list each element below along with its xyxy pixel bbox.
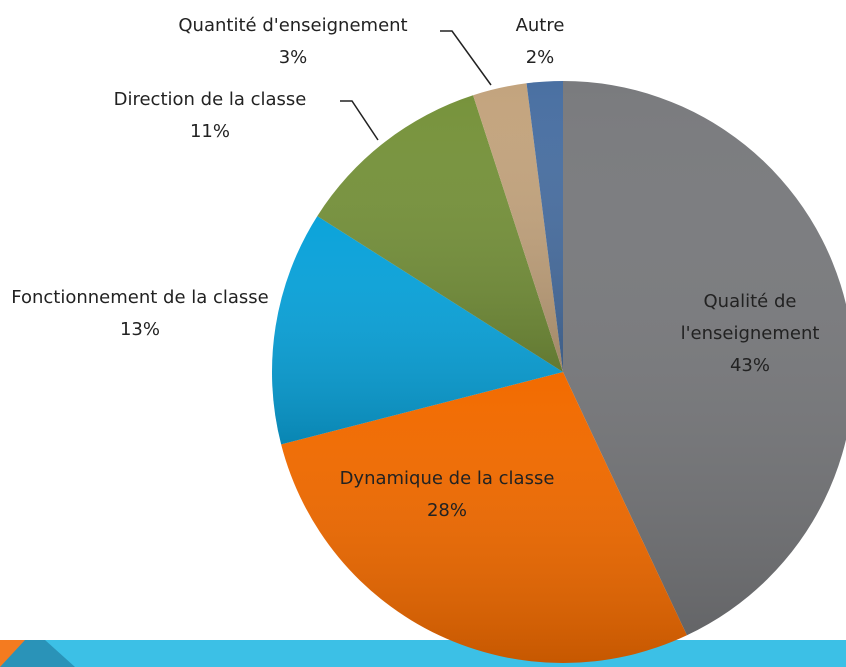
slice-label: Qualité de l'enseignement 43% <box>660 286 840 382</box>
leader-line <box>340 100 379 141</box>
value-label: 13% <box>119 319 160 340</box>
category-name: Dynamique de la classe <box>339 468 555 489</box>
value-label: 28% <box>426 500 467 521</box>
value-label: 3% <box>278 47 308 68</box>
slice-label: Autre 2% <box>480 10 600 74</box>
value-label: 43% <box>729 355 770 376</box>
slice-shade <box>272 216 563 445</box>
leader-line <box>440 30 492 86</box>
slice-shade <box>526 81 563 372</box>
slice-shade <box>563 81 846 636</box>
value-label: 2% <box>525 47 555 68</box>
slice-label: Direction de la classe 11% <box>50 84 370 148</box>
category-name: Qualité de l'enseignement <box>680 291 820 344</box>
slice-shade <box>473 83 563 373</box>
footer-accent <box>0 640 25 667</box>
slice-label: Quantité d'enseignement 3% <box>133 10 453 74</box>
category-name: Direction de la classe <box>113 89 307 110</box>
pie <box>272 81 846 663</box>
slice-shade <box>281 372 687 663</box>
footer-banner <box>0 640 846 667</box>
value-label: 11% <box>189 121 230 142</box>
slice-label: Fonctionnement de la classe 13% <box>5 282 275 346</box>
category-name: Quantité d'enseignement <box>178 15 408 36</box>
category-name: Autre <box>515 15 565 36</box>
slice-shade <box>317 95 563 372</box>
category-name: Fonctionnement de la classe <box>11 287 269 308</box>
slice-label: Dynamique de la classe 28% <box>287 463 607 527</box>
